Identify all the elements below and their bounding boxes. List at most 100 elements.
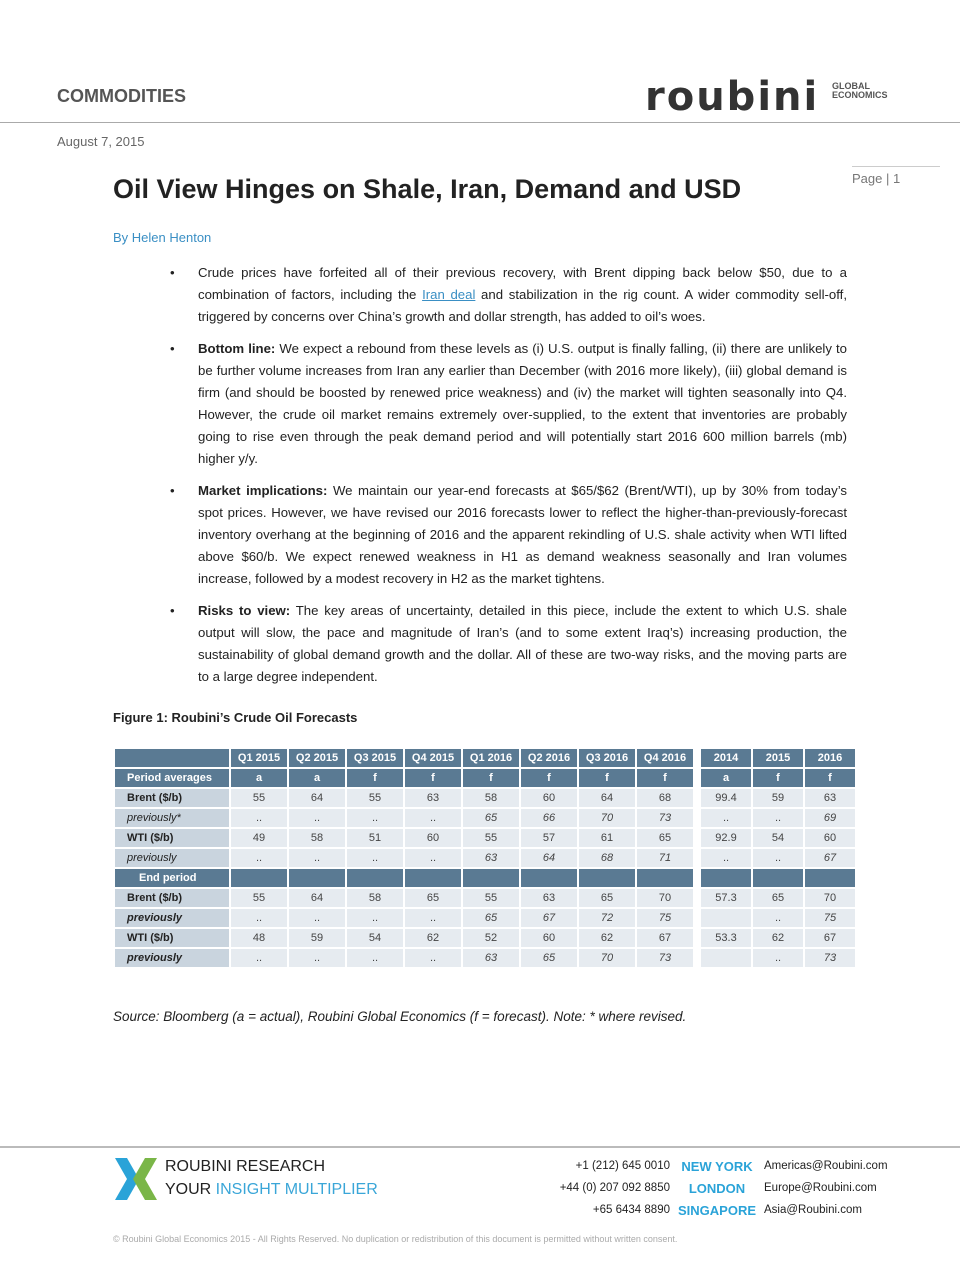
table-cell: .. (753, 949, 803, 967)
row-label: Period averages (115, 769, 229, 787)
column-gap (695, 749, 699, 767)
table-cell: 60 (405, 829, 461, 847)
table-cell: 49 (231, 829, 287, 847)
table-cell: 55 (231, 889, 287, 907)
date: August 7, 2015 (57, 134, 145, 149)
table-cell: .. (347, 809, 403, 827)
footer-brand: ROUBINI RESEARCH (165, 1158, 326, 1175)
table-cell: 67 (805, 929, 855, 947)
table-cell: 59 (753, 789, 803, 807)
table-cell (405, 869, 461, 887)
column-gap (695, 889, 699, 907)
bullet-text: Crude prices have forfeited all of their… (198, 265, 847, 302)
table-cell: 55 (463, 829, 519, 847)
bullet-item: Crude prices have forfeited all of their… (170, 262, 847, 328)
bullet-lead: Market implications: (198, 483, 328, 498)
roubini-logo-sub: GLOBAL ECONOMICS (832, 81, 888, 100)
table-cell: 63 (463, 849, 519, 867)
column-header: Q4 2016 (637, 749, 693, 767)
table-cell (637, 869, 693, 887)
bullet-text: and stabilization in the rig count. A wi… (198, 287, 847, 324)
table-cell: f (805, 769, 855, 787)
copyright: © Roubini Global Economics 2015 - All Ri… (113, 1234, 678, 1244)
table-cell: a (701, 769, 751, 787)
table-cell: 65 (637, 829, 693, 847)
table-cell: 68 (579, 849, 635, 867)
table-cell: .. (405, 809, 461, 827)
table-cell: 54 (753, 829, 803, 847)
table-cell: 54 (347, 929, 403, 947)
roubini-x-logo-icon (115, 1158, 157, 1200)
table-row: previously*........ 65 66 70 73.... 69 (115, 809, 855, 827)
row-label: Brent ($/b) (115, 789, 229, 807)
table-cell: f (405, 769, 461, 787)
table-row: Brent ($/b) 55 64 55 63 58 60 64 68 99.4 59 63 (115, 789, 855, 807)
table-cell: 57 (521, 829, 577, 847)
table-cell: f (637, 769, 693, 787)
table-cell: 65 (405, 889, 461, 907)
table-cell: .. (753, 849, 803, 867)
figure-caption: Figure 1: Roubini’s Crude Oil Forecasts (113, 710, 358, 725)
column-header: 2014 (701, 749, 751, 767)
table-cell: 58 (347, 889, 403, 907)
table-cell: .. (405, 909, 461, 927)
table-cell: 73 (637, 809, 693, 827)
table-cell: 60 (805, 829, 855, 847)
table-cell: .. (347, 949, 403, 967)
table-row: End period (115, 869, 855, 887)
office-email[interactable]: Asia@Roubini.com (764, 1204, 862, 1216)
table-cell: a (231, 769, 287, 787)
table-cell: 65 (753, 889, 803, 907)
table-cell: 65 (463, 909, 519, 927)
table-cell: 63 (405, 789, 461, 807)
office-phone: +44 (0) 207 092 8850 (559, 1182, 670, 1194)
table-cell: 48 (231, 929, 287, 947)
author-link[interactable]: By Helen Henton (113, 230, 212, 245)
table-row: WTI ($/b) 49 58 51 60 55 57 61 65 92.9 54 60 (115, 829, 855, 847)
column-header: Q1 2016 (463, 749, 519, 767)
column-gap (695, 949, 699, 967)
table-cell: 63 (805, 789, 855, 807)
table-cell: 57.3 (701, 889, 751, 907)
page-title: Oil View Hinges on Shale, Iran, Demand a… (113, 174, 742, 204)
table-cell: 75 (805, 909, 855, 927)
roubini-logo: roubini (645, 74, 820, 120)
bullet-lead: Risks to view: (198, 603, 291, 618)
table-cell: a (289, 769, 345, 787)
iran-deal-link[interactable]: Iran deal (422, 287, 476, 302)
table-cell: 55 (347, 789, 403, 807)
table-cell: .. (231, 809, 287, 827)
office-email[interactable]: Americas@Roubini.com (764, 1160, 888, 1172)
table-cell: 55 (463, 889, 519, 907)
table-cell: .. (347, 849, 403, 867)
table-cell: 66 (521, 809, 577, 827)
table-cell: .. (231, 949, 287, 967)
table-cell: 59 (289, 929, 345, 947)
header-divider (0, 122, 960, 123)
tagline-b: INSIGHT MULTIPLIER (215, 1181, 378, 1198)
column-header: Q2 2015 (289, 749, 345, 767)
table-cell (347, 869, 403, 887)
office-email[interactable]: Europe@Roubini.com (764, 1182, 877, 1194)
table-cell: f (579, 769, 635, 787)
table-cell: .. (289, 849, 345, 867)
tagline-a: YOUR (165, 1181, 216, 1198)
column-header: Q4 2015 (405, 749, 461, 767)
row-label: previously* (115, 809, 229, 827)
table-cell: .. (405, 949, 461, 967)
table-cell: f (347, 769, 403, 787)
office-city: SINGAPORE (677, 1203, 756, 1218)
bullet-text: We expect a rebound from these levels as… (198, 341, 847, 466)
table-row: previously........ 65 67 72 75.. 75 (115, 909, 855, 927)
row-label: previously (115, 909, 229, 927)
footer-divider (0, 1146, 960, 1148)
column-gap (695, 929, 699, 947)
office-city: LONDON (688, 1181, 746, 1196)
footer-tagline: YOUR INSIGHT MULTIPLIER (165, 1181, 378, 1199)
column-header: 2016 (805, 749, 855, 767)
table-cell: 65 (463, 809, 519, 827)
table-cell: 92.9 (701, 829, 751, 847)
table-cell: .. (231, 849, 287, 867)
row-label: WTI ($/b) (115, 929, 229, 947)
